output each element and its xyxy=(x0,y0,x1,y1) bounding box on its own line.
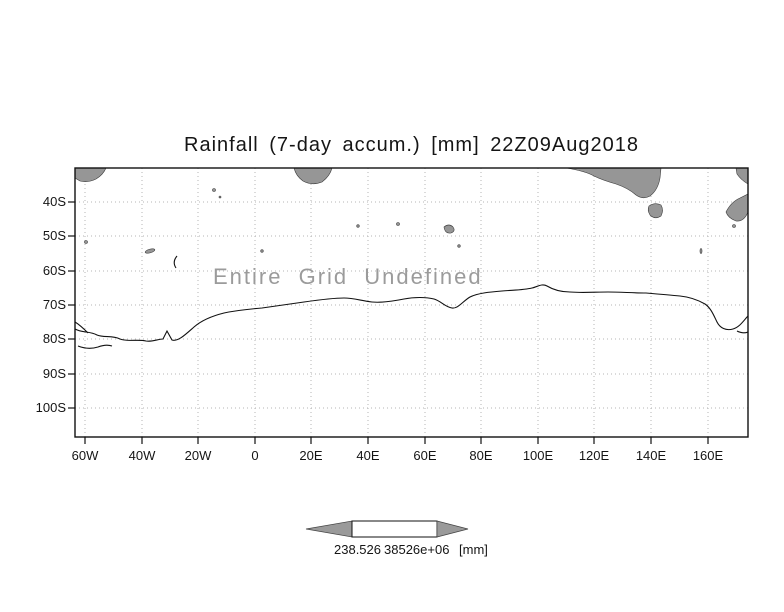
island-marion xyxy=(356,224,360,228)
x-axis-tick-label: 80E xyxy=(469,448,493,463)
y-axis-tick-label: 80S xyxy=(42,331,66,346)
x-axis-tick-label: 100E xyxy=(522,448,554,463)
coastlines xyxy=(75,255,748,349)
island-stewart xyxy=(732,224,736,228)
colorbar-units-label: [mm] xyxy=(459,542,488,557)
south-sandwich-arc xyxy=(173,255,178,269)
x-axis-tick-label: 60W xyxy=(71,448,99,463)
island-south-georgia xyxy=(144,248,156,254)
colorbar-min-label: 238.526 xyxy=(334,542,381,557)
y-axis-tick-label: 50S xyxy=(42,228,66,243)
island-crozet xyxy=(396,222,400,226)
y-axis-tick-label: 100S xyxy=(35,400,66,415)
island-heard xyxy=(457,244,461,248)
colorbar-box xyxy=(351,520,438,538)
island-tristan xyxy=(212,188,216,192)
undefined-grid-message: Entire Grid Undefined xyxy=(213,264,483,289)
island-gough xyxy=(218,195,222,199)
land-south-america-tip xyxy=(75,168,107,182)
x-axis-tick-label: 60E xyxy=(413,448,437,463)
land-australia xyxy=(565,168,662,199)
colorbar xyxy=(305,520,469,538)
x-axis-tick-label: 20E xyxy=(299,448,323,463)
y-axis-tick-label: 60S xyxy=(42,263,66,278)
y-axis-tick-label: 40S xyxy=(42,194,66,209)
left-axis-ticks xyxy=(68,201,75,409)
x-axis-tick-label: 40E xyxy=(356,448,380,463)
x-axis-tick-label: 0 xyxy=(251,448,259,463)
colorbar-right-arrow xyxy=(436,520,469,538)
bottom-axis-ticks xyxy=(84,437,709,444)
axis-frame xyxy=(68,167,749,444)
island-falkland xyxy=(84,240,88,244)
south-shetland-arc xyxy=(77,344,113,349)
land-shapes xyxy=(75,168,748,254)
antarctic-coastline xyxy=(75,284,748,342)
colorbar-left-arrow xyxy=(305,520,353,538)
x-axis-tick-label: 160E xyxy=(692,448,724,463)
plot-title: Rainfall (7-day accum.) [mm] 22Z09Aug201… xyxy=(184,134,639,156)
colorbar-max-label: 38526e+06 xyxy=(384,542,450,557)
x-axis-tick-label: 120E xyxy=(578,448,610,463)
land-new-zealand-south xyxy=(725,193,748,222)
land-tasmania xyxy=(647,203,663,219)
island-bouvet xyxy=(260,249,264,253)
map-frame xyxy=(74,167,749,438)
land-new-zealand-north xyxy=(735,168,748,185)
weddell-peninsula-spur xyxy=(75,321,89,334)
island-kerguelen xyxy=(443,224,455,234)
island-macquarie xyxy=(699,248,703,254)
y-axis-tick-label: 90S xyxy=(42,366,66,381)
x-axis-tick-label: 140E xyxy=(635,448,667,463)
y-axis-tick-label: 70S xyxy=(42,297,66,312)
ross-sea-detail xyxy=(736,330,748,334)
grid-lines xyxy=(75,168,748,437)
x-axis-tick-label: 40W xyxy=(128,448,156,463)
land-africa-tip xyxy=(293,168,333,185)
x-axis-tick-label: 20W xyxy=(184,448,212,463)
